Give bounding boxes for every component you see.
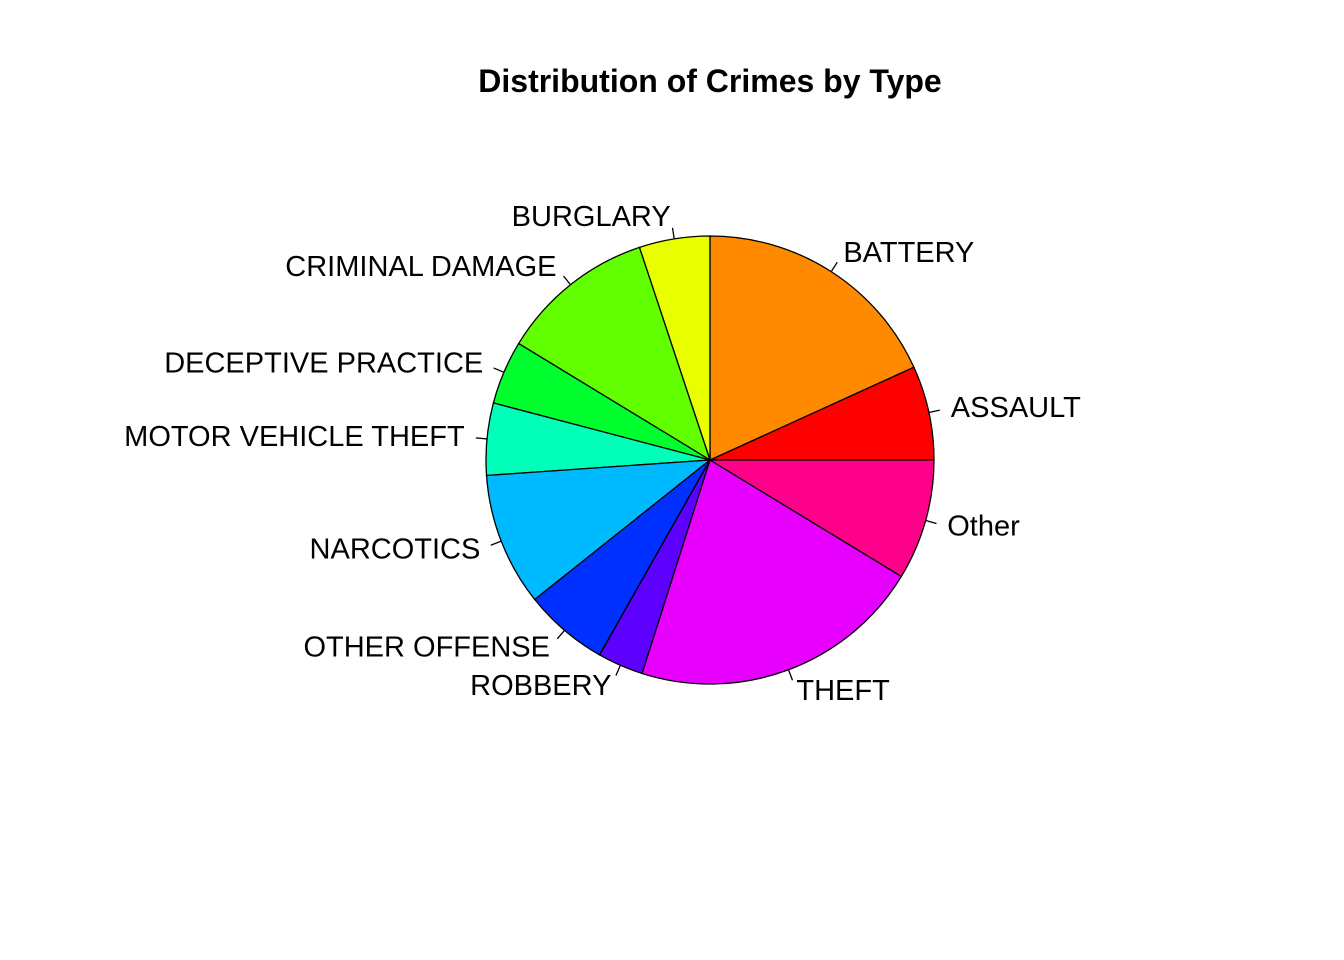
label-theft: THEFT <box>796 675 890 707</box>
label-criminal-damage: CRIMINAL DAMAGE <box>285 251 556 283</box>
slice-criminal-damage <box>517 246 712 462</box>
tick-other <box>925 519 937 525</box>
tick-motor-vehicle-theft <box>475 437 488 440</box>
label-narcotics: NARCOTICS <box>310 533 481 565</box>
chart-title: Distribution of Crimes by Type <box>478 63 941 99</box>
label-assault: ASSAULT <box>951 392 1081 424</box>
tick-burglary <box>671 227 675 239</box>
tick-other-offense <box>556 629 566 640</box>
tick-assault <box>928 409 940 414</box>
slice-narcotics <box>485 459 713 601</box>
slice-other <box>707 459 935 578</box>
label-battery: BATTERY <box>843 237 974 269</box>
slice-battery <box>709 235 915 462</box>
tick-criminal-damage <box>563 275 572 286</box>
tick-battery <box>830 261 838 272</box>
slice-labels: ASSAULT BATTERY BURGLARY CRIMINAL DAMAGE DEC… <box>124 201 1081 707</box>
pie-slices <box>485 235 935 685</box>
label-deceptive-practice: DECEPTIVE PRACTICE <box>164 348 483 380</box>
label-other: Other <box>947 511 1020 543</box>
label-ticks <box>475 227 940 681</box>
label-burglary: BURGLARY <box>512 201 671 233</box>
tick-theft <box>787 669 794 681</box>
slice-theft <box>641 459 903 685</box>
tick-deceptive-practice <box>493 367 505 373</box>
tick-narcotics <box>490 540 502 546</box>
label-robbery: ROBBERY <box>470 670 611 702</box>
tick-robbery <box>615 665 621 676</box>
label-motor-vehicle-theft: MOTOR VEHICLE THEFT <box>124 421 465 453</box>
label-other-offense: OTHER OFFENSE <box>303 631 550 663</box>
